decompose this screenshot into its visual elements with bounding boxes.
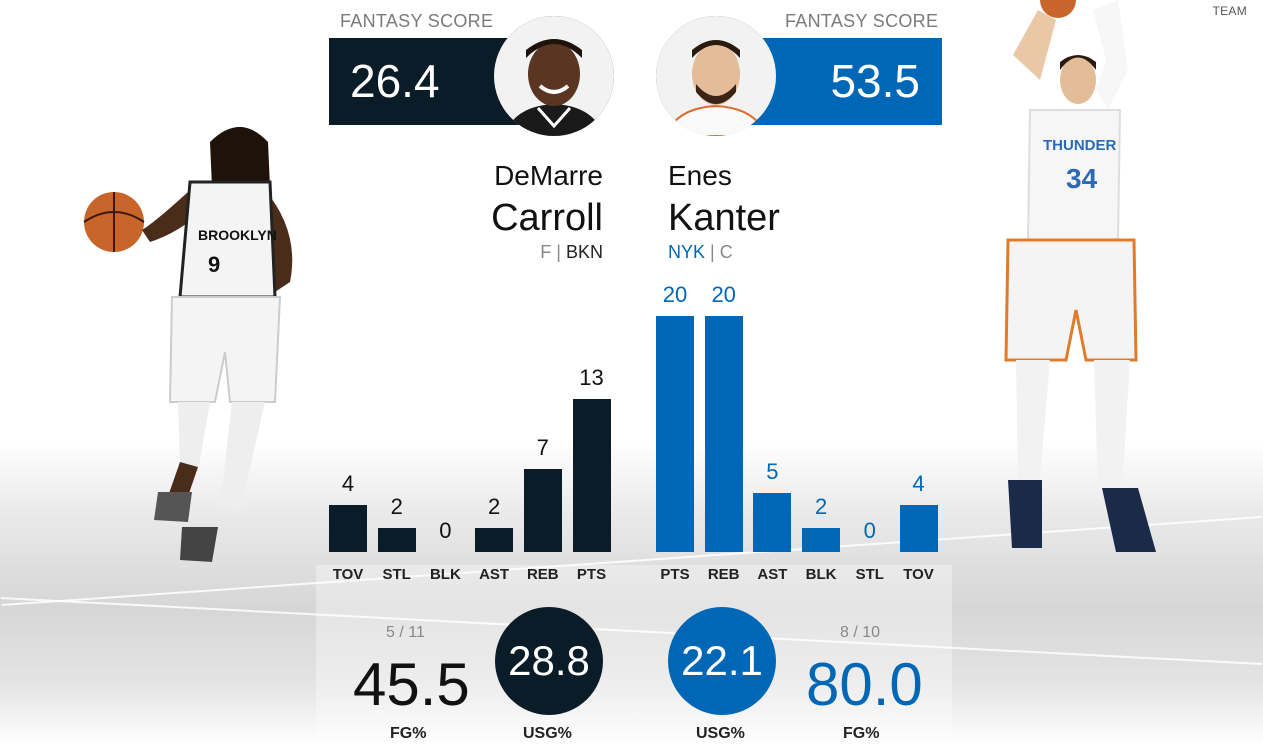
right-usage-circle: 22.1: [668, 607, 776, 715]
svg-text:THUNDER: THUNDER: [1043, 137, 1116, 154]
right-bar-label-blk: BLK: [805, 566, 837, 583]
left-player-first-name: DeMarre: [494, 160, 603, 191]
stats-center-panel: [316, 565, 952, 746]
left-player-position: F: [540, 242, 552, 262]
left-usage-label: USG%: [523, 725, 572, 742]
left-usage-circle: 28.8: [495, 607, 603, 715]
left-bar-value-blk: 0: [439, 518, 452, 543]
right-bar-ast: [753, 493, 792, 552]
right-bar-blk: [802, 528, 841, 552]
left-bar-value-stl: 2: [390, 494, 403, 519]
left-bar-label-tov: TOV: [332, 566, 364, 583]
right-bar-label-ast: AST: [757, 566, 788, 583]
left-fg-percentage: 45.5: [353, 651, 470, 718]
right-player-first-name: Enes: [668, 160, 732, 191]
left-player-last-name: Carroll: [491, 197, 603, 239]
headshot-kanter-icon: [656, 16, 776, 136]
right-fg-percentage: 80.0: [806, 651, 923, 718]
right-player-team[interactable]: NYK: [668, 242, 706, 262]
left-bar-label-pts: PTS: [576, 566, 607, 583]
left-fg-label: FG%: [390, 725, 427, 742]
court-floor-background: [0, 440, 1263, 746]
svg-text:BROOKLYN: BROOKLYN: [198, 227, 277, 243]
right-bar-label-reb: REB: [707, 566, 740, 583]
svg-text:34: 34: [1066, 163, 1098, 194]
right-bar-reb: [704, 316, 743, 552]
right-bar-value-tov: 4: [912, 471, 925, 496]
right-fg-label: FG%: [843, 725, 880, 742]
left-bar-value-ast: 2: [487, 494, 501, 519]
left-headshot-avatar: [494, 16, 614, 136]
left-fantasy-score-label: FANTASY SCORE: [340, 11, 494, 31]
left-bar-label-reb: REB: [526, 566, 559, 583]
left-bar-label-blk: BLK: [429, 566, 461, 583]
right-player-photo: THUNDER 34: [1004, 0, 1156, 552]
left-bar-reb: [523, 469, 562, 552]
left-bar-value-reb: 7: [536, 435, 549, 460]
right-bar-value-blk: 2: [814, 494, 828, 519]
left-bar-value-tov: 4: [341, 471, 355, 496]
right-bar-tov: [899, 505, 938, 552]
left-bar-ast: [475, 528, 514, 552]
right-player-position: C: [719, 242, 733, 262]
left-bar-label-stl: STL: [382, 566, 411, 583]
headshot-carroll-icon: [494, 16, 614, 136]
left-player-info: F | BKN: [540, 242, 603, 263]
right-player-separator: |: [710, 242, 715, 262]
left-bar-value-pts: 13: [579, 365, 604, 390]
right-bar-label-stl: STL: [855, 566, 884, 583]
left-player-photo: BROOKLYN 9: [83, 127, 293, 562]
right-bar-value-reb: 20: [711, 282, 736, 307]
right-bar-value-stl: 0: [863, 518, 876, 543]
svg-text:9: 9: [208, 252, 220, 277]
right-usage-label: USG%: [696, 725, 745, 742]
right-bar-label-tov: TOV: [903, 566, 934, 583]
right-bar-pts: [656, 316, 694, 552]
left-fg-made-attempted: 5 / 11: [386, 624, 425, 641]
right-fantasy-score-label: FANTASY SCORE: [785, 11, 939, 31]
right-player-info: NYK | C: [668, 242, 733, 263]
left-bar-stl: [377, 528, 416, 552]
left-player-separator: |: [556, 242, 561, 262]
right-headshot-avatar: [656, 16, 776, 136]
right-bar-value-pts: 20: [662, 282, 688, 307]
right-bar-label-pts: PTS: [660, 566, 690, 583]
right-bar-value-ast: 5: [766, 459, 779, 484]
right-player-last-name: Kanter: [668, 197, 780, 239]
left-bar-label-ast: AST: [479, 566, 510, 583]
left-player-team[interactable]: BKN: [565, 242, 603, 262]
left-bar-pts: [572, 399, 611, 552]
right-fg-made-attempted: 8 / 10: [840, 624, 881, 641]
left-bar-tov: [329, 505, 367, 552]
team-link[interactable]: TEAM: [1212, 4, 1247, 18]
